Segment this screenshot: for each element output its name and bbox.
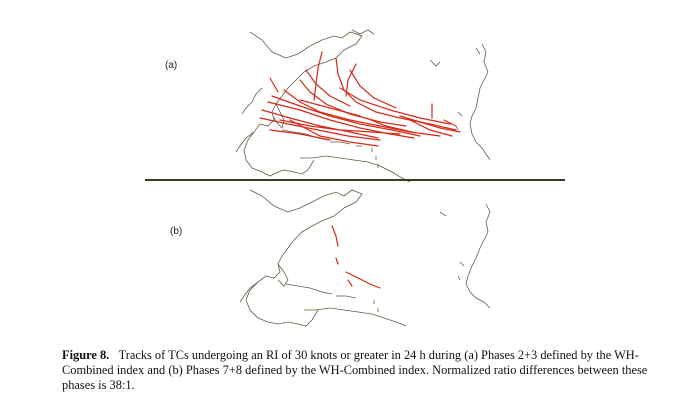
coastline-b	[239, 189, 491, 327]
panel-divider	[145, 179, 565, 181]
map-panel-b	[239, 189, 491, 327]
figure-number: Figure 8.	[62, 348, 110, 362]
coastline-a	[235, 29, 491, 183]
figure: (a) (b)	[145, 29, 565, 327]
panel-label-b: (b)	[170, 226, 183, 237]
caption-text: Tracks of TCs undergoing an RI of 30 kno…	[62, 348, 648, 392]
figure-maps	[235, 29, 491, 327]
tc-tracks-b	[331, 225, 381, 289]
tc-tracks-a	[259, 51, 461, 147]
panel-label-a: (a)	[165, 60, 178, 71]
figure-caption: Figure 8. Tracks of TCs undergoing an RI…	[62, 348, 662, 392]
map-panel-a	[235, 29, 491, 183]
